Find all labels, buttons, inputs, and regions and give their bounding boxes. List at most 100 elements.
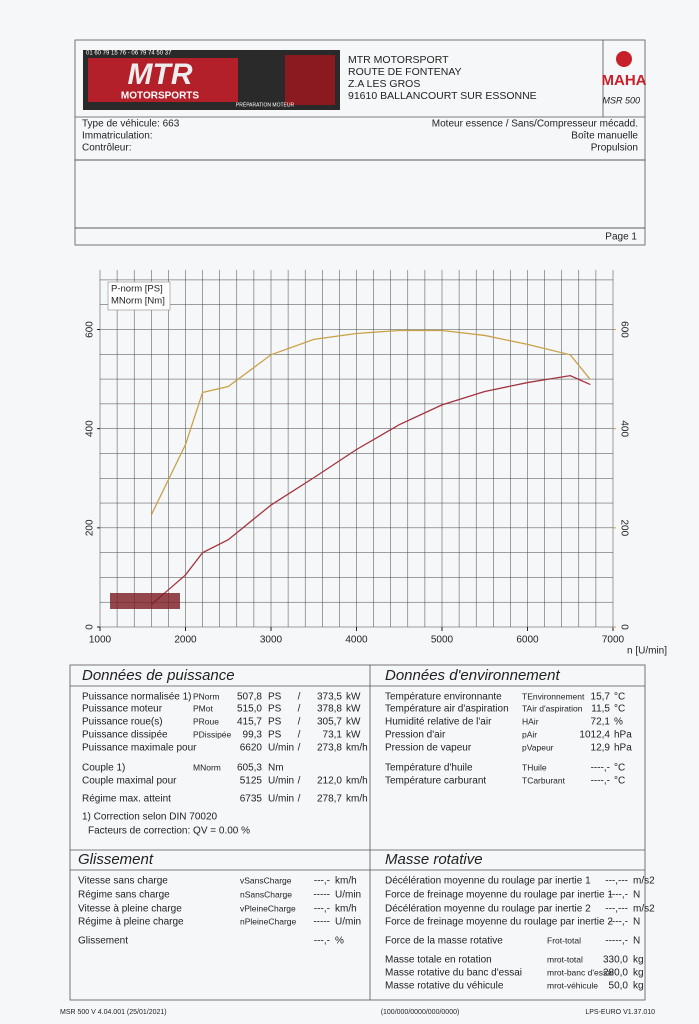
row-label: Puissance dissipée [82, 730, 168, 741]
row-symbol: TCarburant [522, 775, 566, 785]
row-unit: °C [614, 776, 625, 787]
row-unit: N [633, 936, 640, 947]
row-value: 278,7 [317, 794, 342, 805]
row-value: ---,--- [605, 904, 628, 915]
data-line [150, 329, 591, 516]
row-symbol: mrot-véhicule [547, 980, 598, 990]
row-unit: kW [346, 717, 361, 728]
row-value: ----,- [591, 776, 610, 787]
row-symbol: vSansCharge [240, 875, 292, 885]
data-line [150, 374, 591, 606]
row-unit: °C [614, 704, 625, 715]
row-unit: U/min [268, 794, 294, 805]
row-value: 330,0 [603, 955, 628, 966]
row-value: 99,3 [243, 730, 263, 741]
row-label: Masse rotative du véhicule [385, 981, 504, 992]
row-value: 73,1 [323, 730, 343, 741]
row-label: Puissance normalisée 1) [82, 692, 192, 703]
x-tick-label: 1000 [89, 635, 112, 646]
logo-text: MOTORSPORTS [121, 91, 199, 102]
address-line: ROUTE DE FONTENAY [348, 66, 462, 78]
row-value: ---,--- [605, 876, 628, 887]
row-unit: U/min [268, 743, 294, 754]
y-tick-label: 200 [85, 519, 96, 536]
row-separator: / [298, 743, 301, 754]
row-label: Couple 1) [82, 763, 125, 774]
x-tick-label: 5000 [431, 635, 454, 646]
section-title: Glissement [78, 851, 154, 868]
row-unit: kW [346, 730, 361, 741]
row-label: Régime sans charge [78, 890, 170, 901]
vehicle-info: Boîte manuelle [571, 131, 638, 142]
y-tick-label: 600 [85, 321, 96, 338]
logo-phone: 01 60 79 15 76 - 06 79 74 50 37 [86, 51, 172, 57]
row-separator: / [298, 692, 301, 703]
row-unit: km/h [346, 743, 368, 754]
row-unit: m/s2 [633, 904, 655, 915]
row-value: ----,- [591, 763, 610, 774]
section-title: Données de puissance [82, 667, 235, 684]
row-symbol: PMot [193, 703, 213, 713]
row-unit: km/h [335, 904, 357, 915]
row-unit: % [614, 717, 623, 728]
legend-entry: MNorm [Nm] [111, 296, 165, 307]
row-value: ----- [313, 890, 330, 901]
row-label: Décélération moyenne du roulage par iner… [385, 904, 591, 915]
row-separator: / [298, 730, 301, 741]
vehicle-info: Moteur essence / Sans/Compresseur mécadd… [432, 119, 638, 130]
row-value: 72,1 [591, 717, 611, 728]
row-value: 515,0 [237, 704, 262, 715]
row-value: ---,- [314, 936, 330, 947]
row-label: Couple maximal pour [82, 776, 177, 787]
footer: MSR 500 V 4.04.001 (25/01/2021) [60, 1009, 167, 1016]
row-separator: / [298, 776, 301, 787]
row-unit: kW [346, 704, 361, 715]
row-unit: U/min [268, 776, 294, 787]
row-unit: U/min [335, 890, 361, 901]
y-tick-label: 400 [85, 420, 96, 437]
page-number: Page 1 [605, 232, 637, 243]
row-label: Température environnante [385, 692, 502, 703]
row-symbol: pAir [522, 729, 537, 739]
row-unit: hPa [614, 743, 632, 754]
row-unit: N [633, 890, 640, 901]
row-label: Puissance maximale pour [82, 743, 197, 754]
logo-text: MTR [128, 58, 193, 91]
row-unit: % [335, 936, 344, 947]
row-unit: U/min [335, 917, 361, 928]
row-label: Température carburant [385, 776, 486, 787]
row-symbol: nPleineCharge [240, 916, 297, 926]
address-line: MTR MOTORSPORT [348, 54, 449, 66]
row-value: 15,7 [591, 692, 611, 703]
row-value: ---,- [314, 904, 330, 915]
row-symbol: MNorm [193, 762, 221, 772]
row-value: 1012,4 [579, 730, 610, 741]
address-line: Z.A LES GROS [348, 78, 420, 90]
logo-text: PRÉPARATION MOTEUR [236, 101, 295, 108]
row-value: ---,- [314, 876, 330, 887]
row-value: 6735 [240, 794, 263, 805]
row-value: 373,5 [317, 692, 342, 703]
note: 1) Correction selon DIN 70020 [82, 812, 218, 823]
x-axis-label: n [U/min] [627, 646, 667, 657]
row-label: Masse rotative du banc d'essai [385, 968, 522, 979]
row-unit: km/h [335, 876, 357, 887]
footer: LPS-EURO V1.37.010 [585, 1009, 655, 1016]
row-value: ----- [313, 917, 330, 928]
row-label: Pression de vapeur [385, 743, 472, 754]
row-separator: / [298, 794, 301, 805]
row-value: -----,- [605, 936, 628, 947]
row-value: 11,5 [591, 704, 610, 715]
maha-icon [616, 51, 632, 67]
row-value: 12,9 [591, 743, 611, 754]
row-label: Force de la masse rotative [385, 936, 503, 947]
vehicle-info: Propulsion [591, 143, 638, 154]
row-unit: °C [614, 763, 625, 774]
row-label: Vitesse à pleine charge [78, 904, 182, 915]
row-value: 507,8 [237, 692, 262, 703]
row-value: ----,- [609, 890, 628, 901]
row-symbol: pVapeur [522, 742, 554, 752]
section-title: Données d'environnement [385, 667, 560, 684]
row-symbol: Frot-total [547, 935, 581, 945]
